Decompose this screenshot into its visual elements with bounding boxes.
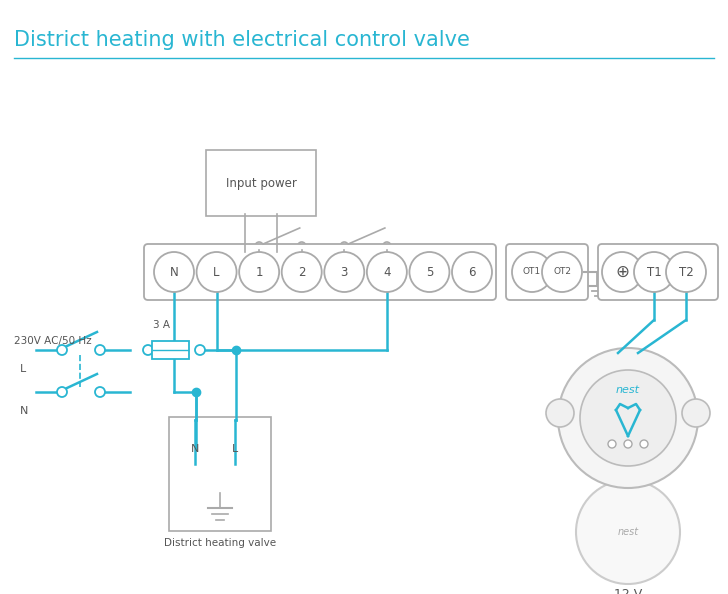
Text: 3: 3 — [341, 266, 348, 279]
Circle shape — [324, 252, 364, 292]
Circle shape — [340, 242, 348, 250]
Text: N: N — [20, 406, 28, 416]
Text: L: L — [20, 364, 26, 374]
Text: L: L — [232, 444, 238, 454]
Circle shape — [154, 252, 194, 292]
Circle shape — [367, 252, 407, 292]
Circle shape — [239, 252, 279, 292]
Circle shape — [255, 242, 263, 250]
Circle shape — [542, 252, 582, 292]
Text: District heating valve: District heating valve — [164, 538, 276, 548]
Circle shape — [195, 345, 205, 355]
Circle shape — [512, 252, 552, 292]
Text: N: N — [191, 444, 199, 454]
FancyBboxPatch shape — [169, 417, 271, 531]
Circle shape — [298, 242, 306, 250]
Circle shape — [282, 252, 322, 292]
FancyBboxPatch shape — [220, 432, 250, 466]
Circle shape — [57, 345, 67, 355]
FancyBboxPatch shape — [144, 244, 496, 300]
Text: L: L — [213, 266, 220, 279]
Circle shape — [602, 252, 642, 292]
Circle shape — [95, 387, 105, 397]
FancyBboxPatch shape — [152, 341, 189, 359]
Text: District heating with electrical control valve: District heating with electrical control… — [14, 30, 470, 50]
Text: OT1: OT1 — [523, 267, 541, 276]
Circle shape — [546, 399, 574, 427]
Circle shape — [383, 242, 391, 250]
Text: N: N — [170, 266, 178, 279]
Circle shape — [682, 399, 710, 427]
FancyBboxPatch shape — [598, 244, 718, 300]
Text: Input power: Input power — [226, 176, 296, 189]
Circle shape — [409, 252, 449, 292]
Circle shape — [452, 252, 492, 292]
Text: 3 A: 3 A — [153, 320, 170, 330]
Circle shape — [57, 387, 67, 397]
Circle shape — [576, 480, 680, 584]
Text: 4: 4 — [383, 266, 391, 279]
Circle shape — [558, 348, 698, 488]
Circle shape — [197, 252, 237, 292]
Text: ⊕: ⊕ — [615, 263, 629, 281]
Text: 12 V: 12 V — [614, 588, 642, 594]
Circle shape — [95, 345, 105, 355]
Circle shape — [608, 440, 616, 448]
FancyBboxPatch shape — [206, 150, 316, 216]
Circle shape — [666, 252, 706, 292]
Text: T2: T2 — [678, 266, 693, 279]
FancyBboxPatch shape — [506, 244, 588, 300]
Circle shape — [640, 440, 648, 448]
Text: nest: nest — [617, 527, 638, 537]
Text: 230V AC/50 Hz: 230V AC/50 Hz — [14, 336, 92, 346]
Text: 5: 5 — [426, 266, 433, 279]
Text: 2: 2 — [298, 266, 306, 279]
Text: T1: T1 — [646, 266, 661, 279]
Circle shape — [624, 440, 632, 448]
Text: 1: 1 — [256, 266, 263, 279]
Text: 6: 6 — [468, 266, 476, 279]
Circle shape — [143, 345, 153, 355]
Text: nest: nest — [616, 385, 640, 395]
Circle shape — [580, 370, 676, 466]
Circle shape — [634, 252, 674, 292]
FancyBboxPatch shape — [180, 432, 210, 466]
Text: OT2: OT2 — [553, 267, 571, 276]
